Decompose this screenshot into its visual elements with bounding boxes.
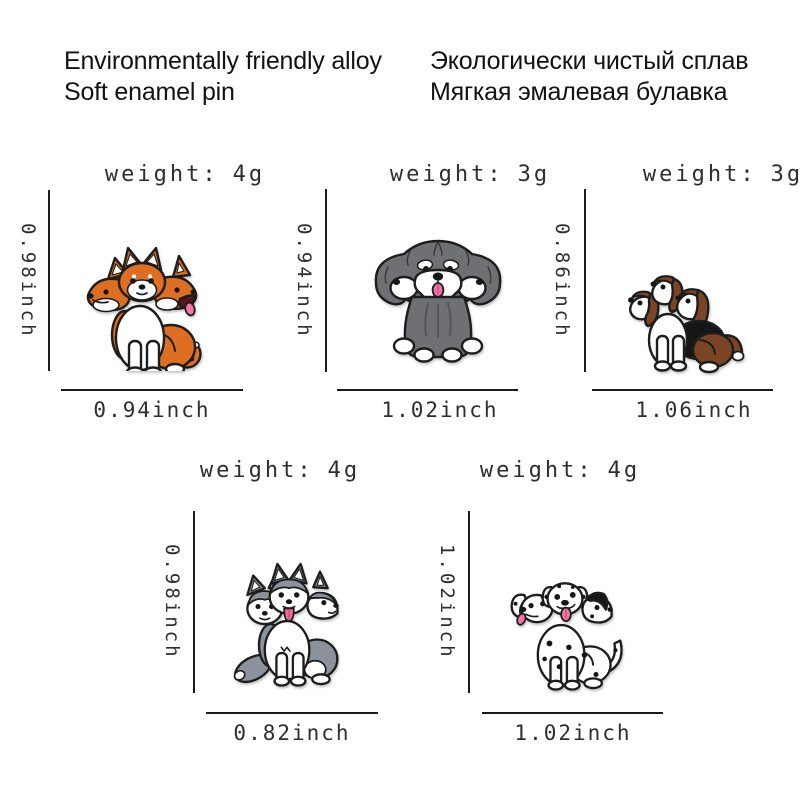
dalmatian-height-line [468, 511, 470, 693]
shiba-weight: weight: 4g [85, 162, 285, 187]
header-en-line2: Soft enamel pin [64, 78, 235, 106]
dalmatian-width-label: 1.02inch [514, 721, 632, 745]
husky-weight: weight: 4g [180, 458, 380, 483]
beagle-pin-image [628, 275, 745, 374]
schnauzer-width-line [337, 389, 518, 391]
schnauzer-height-label: 0.94inch [293, 222, 315, 339]
dalmatian-weight: weight: 4g [460, 458, 660, 483]
weight-label: weight: [199, 458, 314, 483]
husky-height-label: 0.98inch [161, 544, 183, 660]
weight-label: weight: [479, 458, 594, 483]
weight-value: 3g [517, 162, 551, 187]
weight-label: weight: [642, 162, 757, 187]
husky-width-line [206, 712, 378, 714]
shiba-height-label: 0.98inch [17, 222, 39, 339]
shiba-pin-image [86, 246, 202, 371]
dalmatian-pin-image [510, 582, 623, 691]
beagle-weight: weight: 3g [623, 162, 800, 187]
schnauzer-height-line [325, 189, 327, 372]
shiba-height-line [48, 190, 50, 371]
header-ru-line1: Экологически чистый сплав [430, 47, 749, 75]
schnauzer-width-label: 1.02inch [381, 398, 499, 422]
weight-value: 4g [607, 458, 641, 483]
schnauzer-weight: weight: 3g [370, 162, 570, 187]
beagle-height-line [584, 189, 586, 372]
header-russian: Экологически чистый сплав Мягкая эмалева… [430, 46, 749, 108]
weight-value: 4g [232, 162, 266, 187]
weight-label: weight: [104, 162, 219, 187]
beagle-height-label: 0.86inch [551, 222, 573, 339]
weight-value: 4g [327, 458, 361, 483]
beagle-width-label: 1.06inch [635, 398, 753, 422]
weight-value: 3g [770, 162, 800, 187]
dalmatian-width-line [482, 712, 663, 714]
dalmatian-height-label: 1.02inch [436, 544, 458, 660]
husky-width-label: 0.82inch [233, 721, 351, 745]
beagle-width-line [592, 389, 773, 391]
header-english: Environmentally friendly alloy Soft enam… [64, 46, 382, 108]
header-ru-line2: Мягкая эмалевая булавка [430, 78, 728, 106]
header-en-line1: Environmentally friendly alloy [64, 47, 382, 75]
schnauzer-pin-image [374, 239, 502, 363]
husky-height-line [193, 511, 195, 693]
husky-pin-image [233, 562, 339, 687]
shiba-width-label: 0.94inch [93, 398, 211, 422]
shiba-width-line [61, 389, 243, 391]
weight-label: weight: [389, 162, 504, 187]
